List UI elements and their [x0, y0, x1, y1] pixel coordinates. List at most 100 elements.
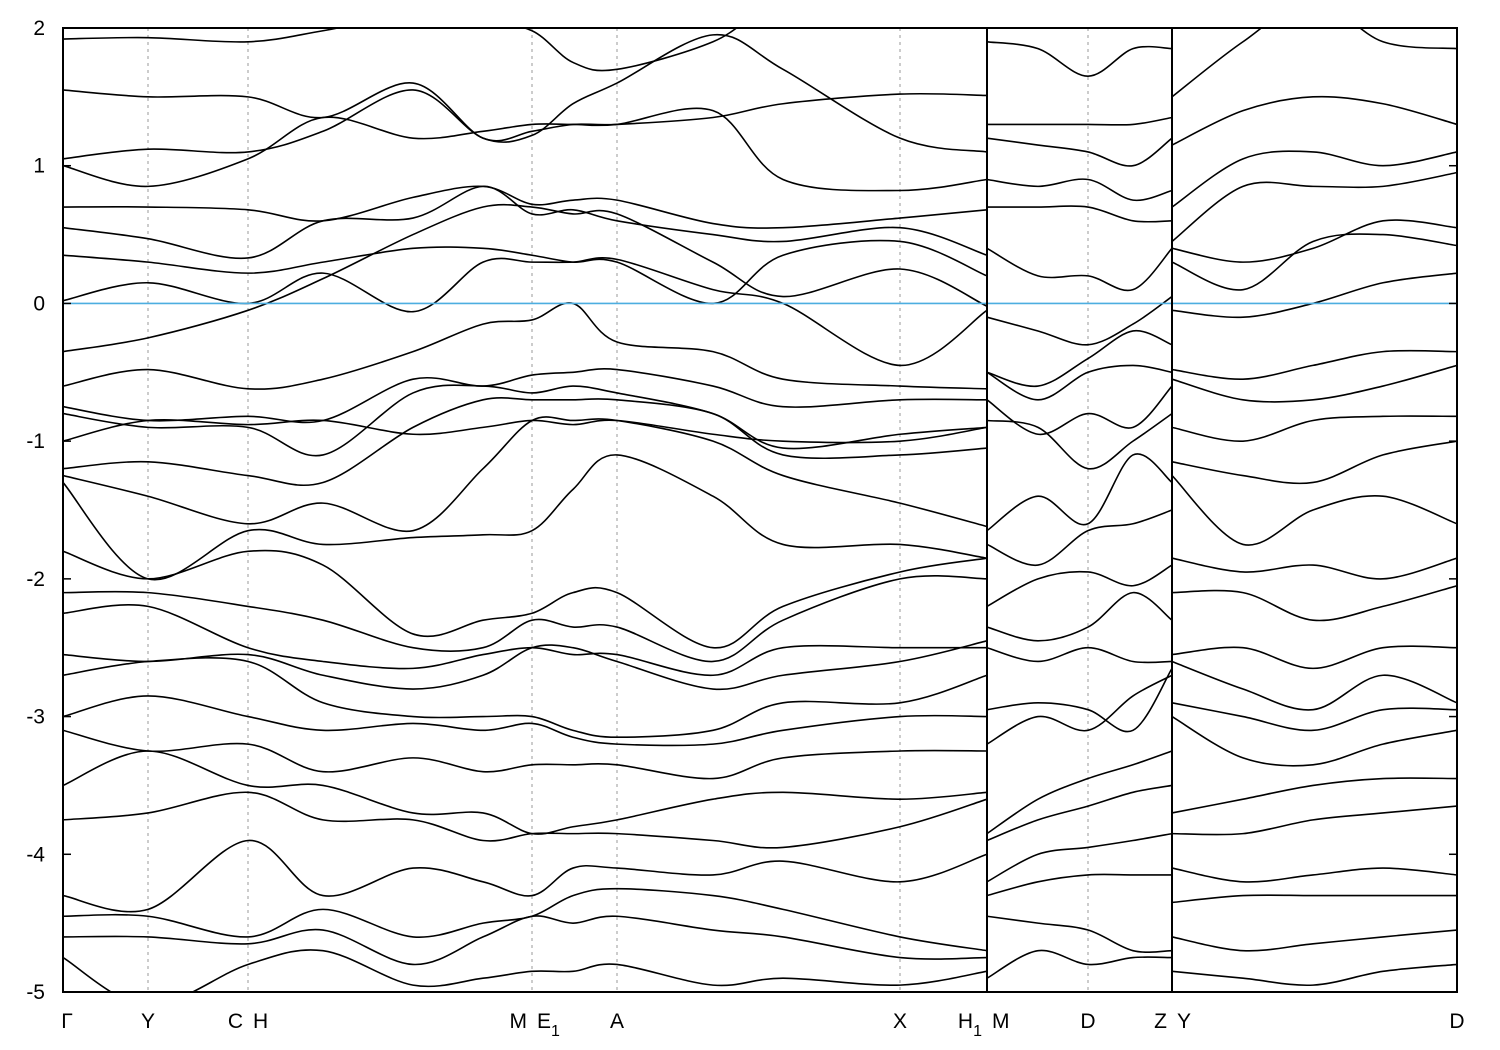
kpoint-label: Y	[1177, 1010, 1191, 1033]
band-line-seg1-15	[63, 416, 988, 533]
band-line-seg1-1	[63, 28, 738, 72]
band-line-seg3-17	[1171, 702, 1457, 732]
band-line-seg3-4	[1171, 171, 1457, 243]
y-tick-label: 0	[33, 292, 45, 315]
band-line-seg3-23	[1171, 929, 1457, 952]
band-line-seg2-23	[986, 915, 1173, 953]
band-line-seg1-2	[63, 82, 988, 142]
band-line-seg2-9	[986, 364, 1173, 401]
band-line-seg1-18	[63, 575, 988, 663]
kpoint-label-main: X	[893, 1010, 907, 1033]
kpoint-label: X	[893, 1010, 907, 1033]
kpoint-label-main: Γ	[61, 1010, 73, 1033]
kpoint-gridlines	[147, 28, 1089, 992]
band-line-seg1-23	[63, 729, 988, 780]
band-line-seg3-9	[1171, 364, 1457, 403]
band-line-seg1-8	[63, 256, 988, 367]
band-line-seg3-6	[1171, 233, 1457, 291]
band-line-seg3-11	[1171, 440, 1457, 485]
band-line-seg1-4	[63, 107, 988, 192]
kpoint-label: Z	[1154, 1010, 1167, 1033]
band-line-seg3-21	[1171, 867, 1457, 883]
band-line-seg1-24	[63, 750, 988, 835]
band-line-seg3-18	[1171, 715, 1457, 767]
y-tick-label: -5	[26, 981, 45, 1004]
band-line-seg3-24	[1171, 963, 1457, 987]
band-line-seg1-12	[63, 384, 988, 457]
band-line-seg1-13	[63, 419, 988, 444]
band-line-seg1-14	[63, 397, 988, 487]
band-line-seg3-8	[1171, 349, 1457, 380]
band-line-seg3-3	[1171, 150, 1457, 208]
band-line-seg1-16	[63, 454, 988, 581]
y-tick-label: -4	[26, 843, 45, 866]
band-line-seg3-2	[1171, 95, 1457, 146]
band-line-seg2-1	[986, 40, 1173, 78]
band-line-seg1-25	[63, 791, 988, 849]
kpoint-label: Γ	[61, 1010, 73, 1033]
band-line-seg3-15	[1171, 645, 1457, 670]
band-line-seg2-4	[986, 178, 1173, 202]
band-line-seg1-5	[63, 185, 988, 229]
band-line-seg2-20	[986, 784, 1173, 842]
band-line-seg2-16	[986, 646, 1173, 664]
band-line-seg2-12	[986, 453, 1173, 532]
y-tick-label: 1	[33, 155, 45, 178]
segment-breaks	[986, 28, 1173, 992]
kpoint-label-main: D	[1449, 1010, 1464, 1033]
band-line-seg3-13	[1171, 557, 1457, 580]
band-line-seg2-17	[986, 667, 1173, 733]
x-axis: Γ Y C H M E1 A X H1 M D Z Y D	[61, 1010, 1464, 1040]
band-line-seg2-5	[986, 205, 1173, 223]
kpoint-label-main: Z	[1154, 1010, 1167, 1033]
band-line-seg3-10	[1171, 415, 1457, 442]
band-line-seg1-29	[63, 949, 988, 992]
band-line-seg2-19	[986, 750, 1173, 835]
kpoint-label-main: M	[510, 1010, 528, 1033]
band-line-seg1-20	[63, 640, 988, 691]
kpoint-label-main: H	[958, 1010, 973, 1033]
band-line-seg3-1	[1171, 28, 1457, 98]
band-line-seg2-14	[986, 564, 1173, 608]
kpoint-label-main: D	[1080, 1010, 1095, 1033]
band-line-seg1-21	[63, 657, 988, 739]
band-line-seg3-5	[1171, 219, 1457, 263]
kpoint-label: H1	[958, 1010, 982, 1040]
band-line-seg2-2	[987, 116, 1173, 126]
kpoint-label-main: E	[537, 1010, 551, 1033]
kpoint-label: E1	[537, 1010, 560, 1040]
band-line-seg2-18	[986, 674, 1173, 745]
y-axis: 2 1 0 -1 -2 -3 -4 -5	[26, 17, 1457, 1004]
band-line-seg3-16	[1171, 660, 1457, 711]
band-line-seg1-17	[63, 549, 988, 649]
kpoint-label-main: C	[228, 1010, 243, 1033]
band-line-seg3-14	[1171, 584, 1457, 622]
band-line-seg3-19	[1171, 777, 1457, 814]
band-line-seg2-6	[986, 247, 1173, 292]
kpoint-label-main: Y	[1177, 1010, 1191, 1033]
band-line-seg2-22	[986, 873, 1172, 897]
band-line-seg1-10	[63, 302, 988, 390]
band-line-seg2-11	[986, 412, 1173, 470]
band-line-seg1-26	[63, 839, 988, 913]
band-line-seg2-24	[986, 949, 1173, 979]
kpoint-label: M	[992, 1010, 1010, 1033]
band-line-seg2-21	[986, 832, 1173, 883]
band-line-seg3-7	[1171, 272, 1457, 319]
kpoint-label: D	[1080, 1010, 1095, 1033]
band-line-seg2-7	[986, 295, 1173, 346]
kpoint-label: H	[253, 1010, 268, 1033]
bands	[63, 28, 1457, 992]
band-line-seg2-8	[986, 330, 1173, 388]
kpoint-label-main: H	[253, 1010, 268, 1033]
band-line-seg1-9	[63, 203, 988, 353]
band-line-seg1-6	[63, 185, 988, 260]
y-tick-label: -1	[26, 430, 45, 453]
plot-frame	[62, 27, 1458, 993]
band-line-seg2-3	[986, 137, 1173, 167]
kpoint-label-main: Y	[141, 1010, 155, 1033]
band-line-seg3-12	[1171, 474, 1457, 546]
band-line-seg1-28	[63, 915, 988, 966]
kpoint-label: C	[228, 1010, 243, 1033]
band-line-seg2-13	[986, 509, 1173, 566]
